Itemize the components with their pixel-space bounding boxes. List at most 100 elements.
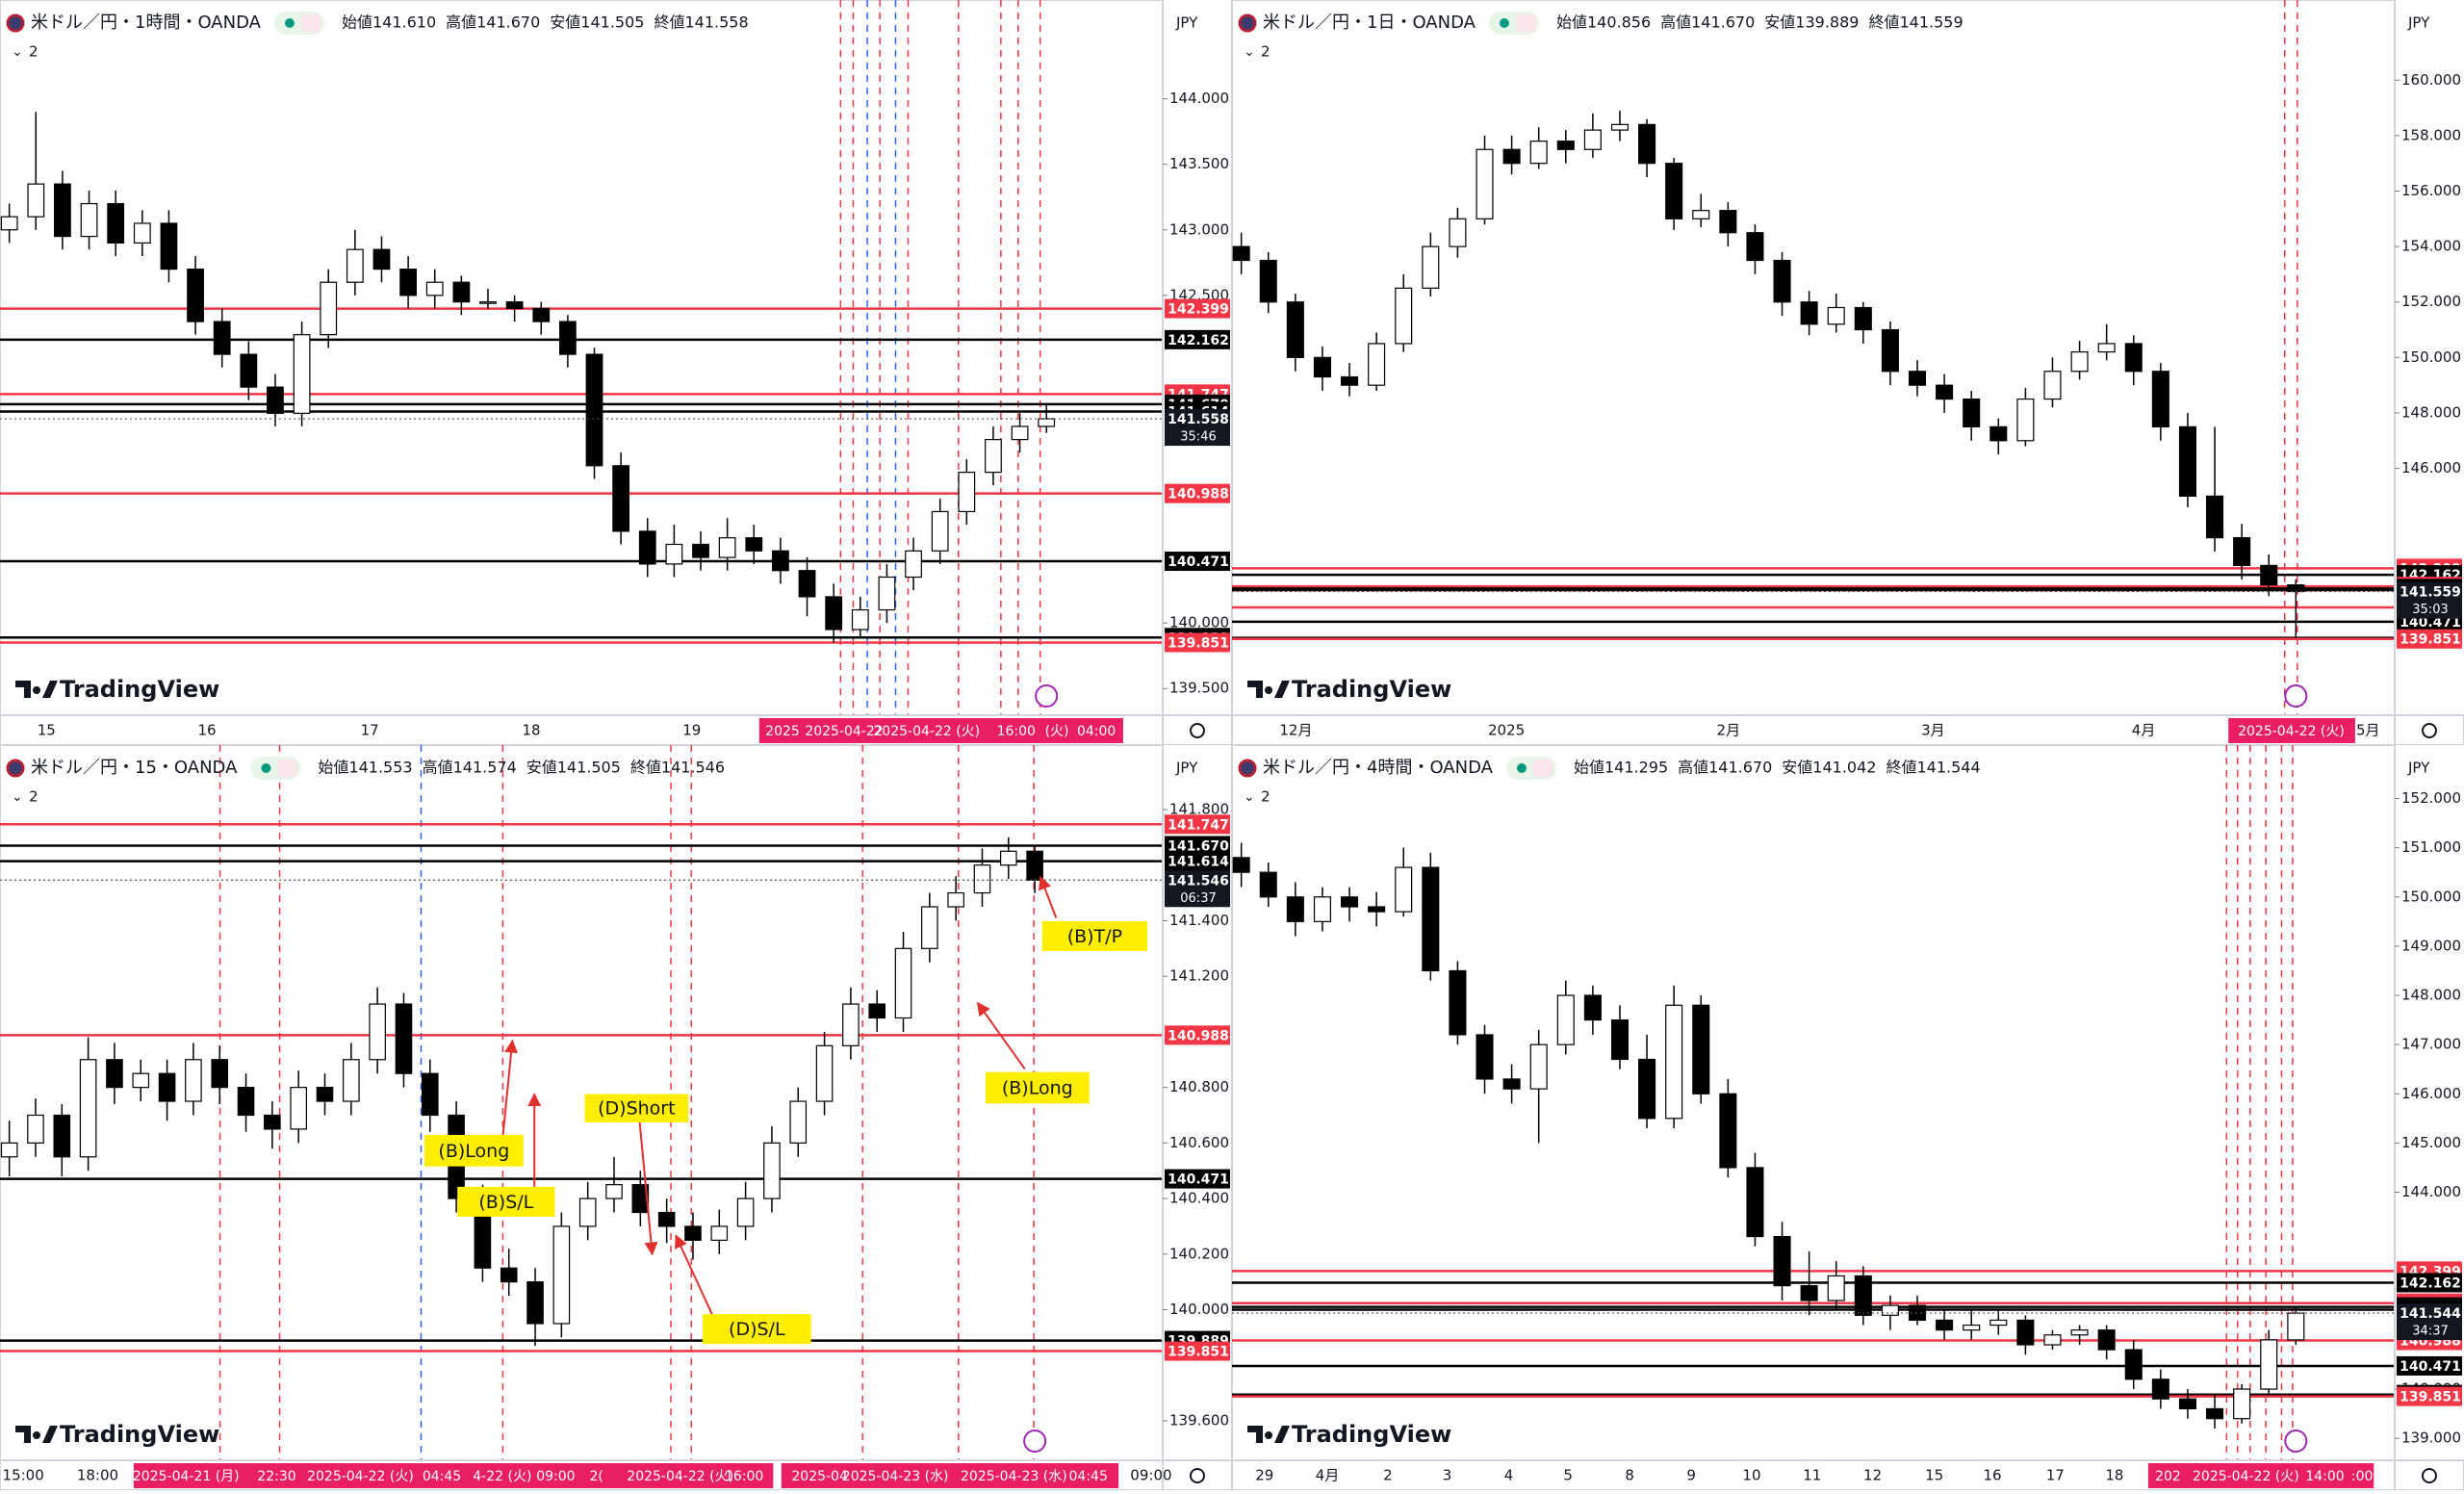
level-label: 139.851 bbox=[2400, 1390, 2461, 1405]
candle-body bbox=[718, 537, 736, 558]
symbol-flag bbox=[1238, 13, 1257, 33]
candle-body bbox=[1692, 210, 1710, 219]
time-highlight bbox=[133, 1463, 774, 1488]
x-tick-label: 2月 bbox=[1717, 722, 1741, 739]
y-tick-label: 144.000 bbox=[2401, 1183, 2461, 1200]
candle-body bbox=[1556, 141, 1575, 150]
level-label-box bbox=[1165, 814, 1230, 835]
candle-body bbox=[80, 202, 98, 238]
candle-body bbox=[736, 1198, 755, 1227]
candle-body bbox=[585, 353, 603, 467]
time-highlight-label: 2025-04 bbox=[791, 1469, 848, 1484]
ohlc-label: 安値141.042 bbox=[1782, 759, 1876, 777]
time-highlight-label: 04:00 bbox=[1077, 724, 1116, 739]
candle-body bbox=[343, 1059, 360, 1102]
candle-body bbox=[2043, 1334, 2062, 1346]
indicator-count: 2 bbox=[29, 43, 38, 61]
candle-body bbox=[372, 248, 391, 270]
candle-body bbox=[1011, 425, 1029, 441]
candle-body bbox=[2097, 1329, 2116, 1351]
candle-body bbox=[605, 1184, 623, 1199]
candle-body bbox=[1800, 301, 1818, 325]
x-tick-label: 18 bbox=[523, 722, 541, 739]
candle-body bbox=[2287, 1312, 2305, 1341]
time-highlight-label: 4-22 (火) bbox=[473, 1469, 531, 1484]
candle-body bbox=[710, 1225, 729, 1241]
candle-body bbox=[1476, 1034, 1494, 1080]
candle-body bbox=[1038, 418, 1056, 427]
candle-body bbox=[1610, 1018, 1630, 1061]
annotation-box bbox=[985, 1071, 1090, 1104]
candle-body bbox=[479, 301, 497, 304]
currency-label: JPY bbox=[1175, 14, 1198, 32]
y-tick-label: 150.000 bbox=[2401, 348, 2461, 366]
annotation-arrow bbox=[638, 1121, 658, 1256]
candle-body bbox=[240, 353, 258, 388]
candle-body bbox=[947, 891, 964, 908]
annotation-arrow bbox=[675, 1234, 713, 1315]
candle-body bbox=[290, 1087, 307, 1130]
candle-body bbox=[1854, 306, 1872, 331]
level-label: 140.988 bbox=[1168, 1028, 1229, 1043]
annotation-label: (B)Long bbox=[1002, 1077, 1073, 1098]
ohlc-label: 高値141.574 bbox=[423, 759, 517, 777]
y-tick-label: 139.000 bbox=[2401, 1430, 2461, 1447]
candle-body bbox=[1989, 1319, 2008, 1327]
logo-mark bbox=[1247, 681, 1290, 698]
candle-body bbox=[2287, 583, 2305, 593]
x-tick-label: 8 bbox=[1625, 1467, 1634, 1484]
level-label: 142.162 bbox=[2400, 1275, 2461, 1291]
settings-icon bbox=[1190, 723, 1205, 738]
candle-body bbox=[1800, 1285, 1818, 1301]
candle-body bbox=[1368, 906, 1386, 913]
countdown-label: 06:37 bbox=[1180, 891, 1216, 906]
time-highlight-label: 16:00 bbox=[997, 724, 1036, 739]
currency-label: JPY bbox=[2407, 760, 2430, 777]
candle-body bbox=[665, 543, 683, 565]
level-label: 140.471 bbox=[1168, 1172, 1229, 1188]
settings-icon bbox=[1190, 1468, 1205, 1483]
candle-body bbox=[1286, 301, 1304, 358]
time-highlight-label: 09:00 bbox=[536, 1469, 575, 1484]
candle-body bbox=[552, 1225, 571, 1325]
last-price-label: 141.544 bbox=[2400, 1306, 2461, 1322]
symbol-flag bbox=[6, 759, 25, 778]
indicator-count: 2 bbox=[1261, 788, 1270, 806]
chart-panel: JPY139.500140.000142.500143.000143.50014… bbox=[0, 0, 1233, 746]
ohlc-label: 終値141.544 bbox=[1886, 759, 1980, 777]
candle-body bbox=[2016, 398, 2035, 442]
candle-body bbox=[267, 386, 284, 414]
candle-body bbox=[211, 1059, 229, 1089]
time-highlight-label: 2025-04-22 (火) bbox=[2238, 724, 2345, 739]
candle-body bbox=[399, 269, 417, 296]
symbol-title: 米ドル／円・15・OANDA bbox=[31, 758, 238, 778]
candle-body bbox=[1638, 1058, 1656, 1120]
indicator-toggle: ⌄ bbox=[12, 789, 23, 805]
candle-body bbox=[692, 543, 709, 558]
x-tick-label: 17 bbox=[2046, 1467, 2065, 1484]
candle-body bbox=[369, 1003, 386, 1061]
time-highlight-label: 2025 bbox=[765, 724, 800, 739]
candle-body bbox=[53, 1114, 71, 1158]
x-tick-label: 4 bbox=[1504, 1467, 1514, 1484]
annotation-label: (D)S/L bbox=[729, 1319, 785, 1340]
symbol-flag bbox=[1238, 759, 1257, 778]
y-tick-label: 143.000 bbox=[1169, 220, 1229, 238]
annotation-label: (D)Short bbox=[598, 1098, 675, 1120]
x-tick-label: 29 bbox=[1255, 1467, 1273, 1484]
x-tick-label: 2025 bbox=[1488, 722, 1525, 739]
candle-body bbox=[1719, 210, 1737, 234]
candle-body bbox=[763, 1142, 781, 1199]
x-tick-label: 15:00 bbox=[3, 1467, 44, 1484]
level-label-box bbox=[1165, 329, 1230, 349]
level-label: 139.851 bbox=[1168, 635, 1229, 651]
candle-body bbox=[684, 1225, 702, 1241]
indicator-toggle: ⌄ bbox=[12, 44, 23, 60]
status-dot bbox=[1499, 18, 1509, 28]
candle-body bbox=[1963, 398, 1981, 427]
x-tick-label: 2 bbox=[1383, 1467, 1393, 1484]
level-label: 142.399 bbox=[1168, 302, 1229, 318]
y-tick-label: 154.000 bbox=[2401, 238, 2461, 255]
time-highlight-label: 202 bbox=[2155, 1469, 2181, 1484]
level-label-box bbox=[1165, 836, 1230, 856]
